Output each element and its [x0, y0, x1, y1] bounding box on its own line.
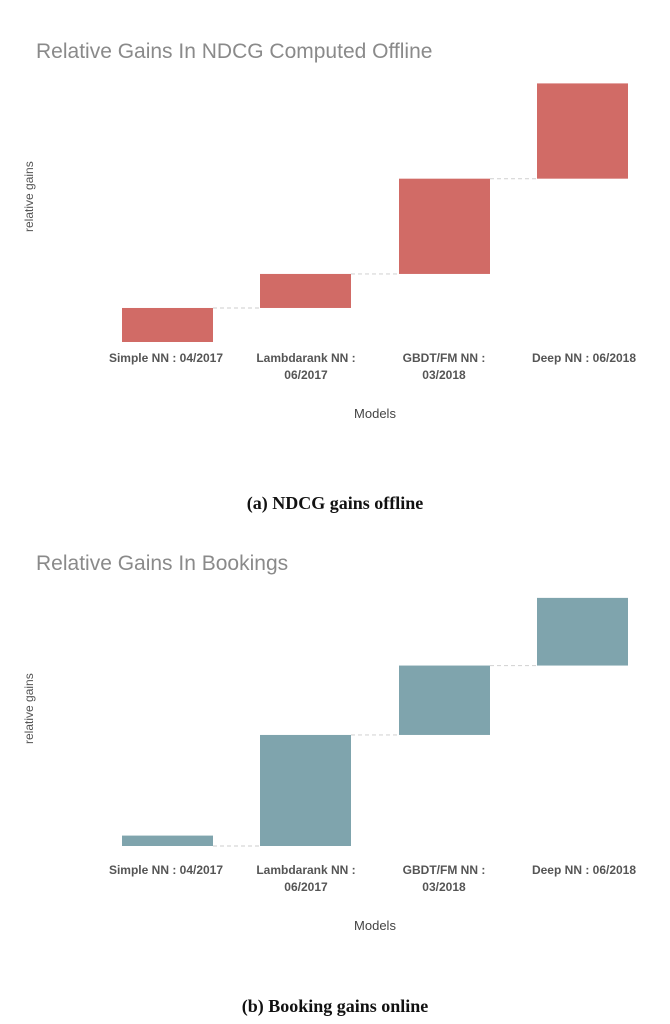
x-tick-label-line: 03/2018 [422, 368, 466, 382]
figure-caption: (a) NDCG gains offline [246, 493, 424, 513]
waterfall-bar [260, 734, 351, 846]
waterfall-bar [399, 178, 490, 274]
chart-panel-offline: Relative Gains In NDCG Computed Offline … [22, 40, 649, 513]
x-tick-label: GBDT/FM NN : 03/2018 [379, 862, 509, 896]
waterfall-bar [122, 307, 213, 342]
chart-plot-area [122, 83, 628, 342]
x-axis-label: Models [354, 918, 396, 933]
waterfall-bar [537, 83, 628, 179]
x-tick-label-line: Simple NN : 04/2017 [108, 351, 224, 365]
waterfall-bar [260, 273, 351, 308]
x-tick-label: Deep NN : 06/2018 [519, 862, 649, 879]
x-tick-label-line: 03/2018 [422, 880, 466, 894]
chart-title: Relative Gains In NDCG Computed Offline [36, 40, 433, 63]
chart-panel-online: Relative Gains In Bookings relative gain… [0, 512, 670, 1024]
x-tick-label: Lambdarank NN : 06/2017 [241, 350, 371, 384]
x-tick-label-line: Simple NN : 04/2017 [108, 863, 224, 877]
x-tick-label: Deep NN : 06/2018 [519, 350, 649, 367]
x-tick-label-line: Lambdarank NN : [256, 863, 356, 877]
x-tick-label-line: Lambdarank NN : [256, 351, 356, 365]
x-axis-label: Models [354, 406, 396, 421]
waterfall-bar [537, 597, 628, 666]
figure-caption: (b) Booking gains online [241, 996, 429, 1016]
x-tick-label-line: 06/2017 [284, 880, 328, 894]
x-tick-label: Lambdarank NN : 06/2017 [241, 862, 371, 896]
x-tick-label-line: Deep NN : 06/2018 [531, 863, 637, 877]
waterfall-bar [399, 665, 490, 735]
chart-title: Relative Gains In Bookings [36, 552, 289, 575]
waterfall-bar [122, 835, 213, 846]
x-tick-label: GBDT/FM NN : 03/2018 [379, 350, 509, 384]
x-tick-label-line: Deep NN : 06/2018 [531, 351, 637, 365]
x-tick-label-line: GBDT/FM NN : [402, 863, 486, 877]
x-tick-label: Simple NN : 04/2017 [101, 350, 231, 367]
chart-plot-area [122, 597, 628, 847]
x-tick-label: Simple NN : 04/2017 [101, 862, 231, 879]
x-tick-label-line: 06/2017 [284, 368, 328, 382]
x-tick-label-line: GBDT/FM NN : [402, 351, 486, 365]
